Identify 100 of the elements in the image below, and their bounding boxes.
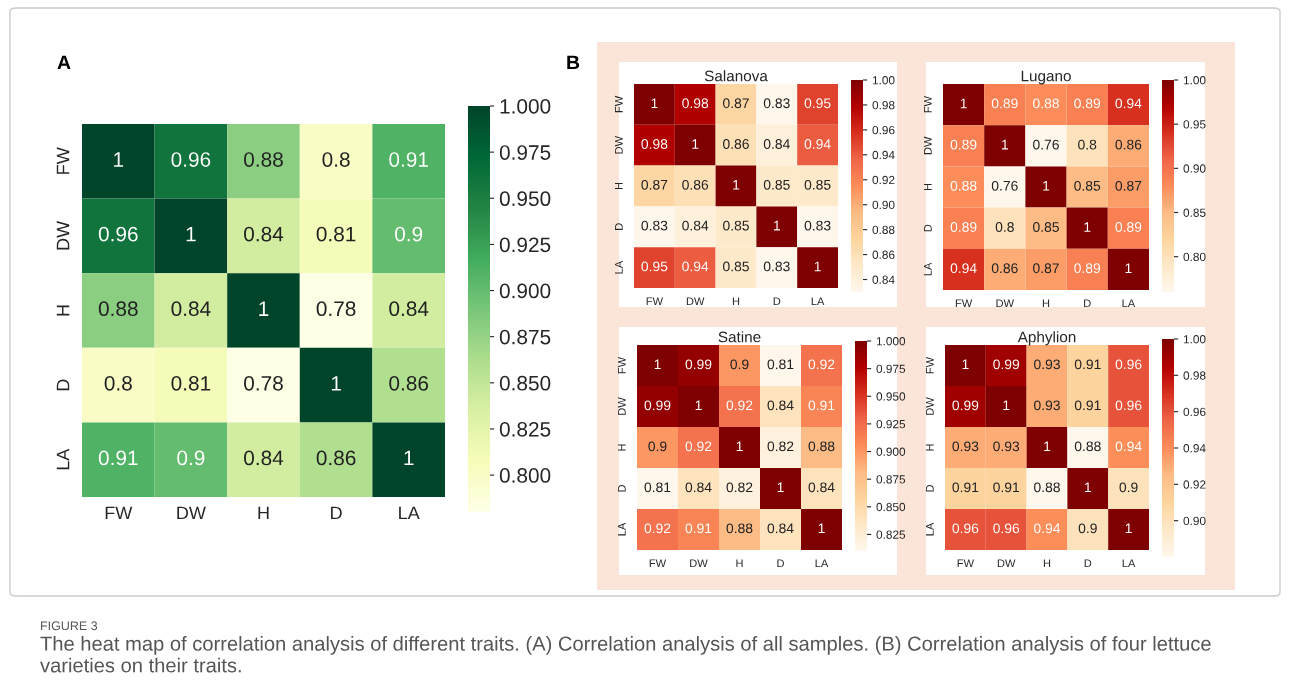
data-label: 1 bbox=[1084, 222, 1091, 232]
color-bar-label: 0.800 bbox=[499, 468, 551, 483]
data-label: 0.81 bbox=[767, 359, 794, 370]
color-bar-label: 0.850 bbox=[876, 502, 906, 512]
data-label: 1 bbox=[736, 441, 743, 452]
data-label: 1 bbox=[1125, 523, 1132, 534]
data-label: 0.86 bbox=[723, 139, 749, 149]
color-bar-label: 0.900 bbox=[499, 283, 551, 299]
x-tick-label: LA bbox=[811, 297, 825, 306]
color-bar-label: 0.850 bbox=[499, 375, 551, 391]
data-label: 0.99 bbox=[644, 400, 671, 411]
data-label: 0.86 bbox=[316, 450, 356, 466]
data-label: 0.92 bbox=[808, 359, 835, 370]
data-label: 0.98 bbox=[682, 98, 709, 109]
data-label: 0.9 bbox=[730, 359, 749, 370]
data-label: 0.82 bbox=[767, 441, 794, 452]
color-bar-label: 1.000 bbox=[500, 99, 551, 114]
x-tick-label: D bbox=[773, 297, 781, 306]
color-bar-label: 0.94 bbox=[1183, 444, 1206, 453]
color-bar-label: 0.98 bbox=[1183, 371, 1206, 380]
data-label: 0.9 bbox=[395, 226, 423, 242]
data-label: 0.96 bbox=[952, 523, 979, 534]
data-label: 0.83 bbox=[804, 220, 831, 231]
color-bar-label: 0.825 bbox=[499, 421, 551, 437]
data-label: 0.81 bbox=[644, 482, 671, 493]
data-label: 0.83 bbox=[641, 220, 668, 231]
data-label: 1 bbox=[404, 450, 414, 466]
data-label: 0.9 bbox=[1119, 482, 1138, 493]
data-label: 0.88 bbox=[950, 180, 977, 191]
data-label: 0.84 bbox=[808, 482, 835, 493]
x-tick-label: H bbox=[732, 297, 740, 306]
y-tick-label: D bbox=[926, 485, 934, 492]
y-tick-label: DW bbox=[924, 136, 932, 155]
data-label: 0.91 bbox=[1074, 359, 1101, 370]
y-tick-label: LA bbox=[618, 522, 626, 536]
data-label: 0.83 bbox=[763, 261, 790, 272]
caption: FIGURE 3 bbox=[41, 621, 98, 631]
data-label: 0.89 bbox=[950, 222, 977, 232]
text: B bbox=[567, 55, 580, 70]
data-label: 0.93 bbox=[1034, 359, 1060, 370]
data-label: 0.89 bbox=[991, 98, 1018, 109]
x-tick-label: D bbox=[331, 506, 342, 520]
data-label: 0.98 bbox=[641, 139, 668, 149]
y-tick-label: FW bbox=[924, 96, 932, 113]
data-label: 0.85 bbox=[1033, 222, 1059, 232]
data-label: 1 bbox=[654, 359, 661, 370]
data-label: 0.84 bbox=[171, 301, 211, 317]
data-label: 1 bbox=[651, 98, 658, 108]
data-label: 0.92 bbox=[726, 400, 753, 411]
data-label: 0.96 bbox=[1115, 400, 1142, 411]
x-tick-label: D bbox=[1084, 559, 1092, 568]
y-tick-label: DW bbox=[615, 135, 623, 154]
color-bar-label: 0.88 bbox=[872, 225, 895, 235]
x-tick-label: H bbox=[736, 559, 743, 568]
x-tick-label: LA bbox=[1122, 299, 1136, 308]
x-tick-label: FW bbox=[646, 297, 663, 306]
data-label: 0.87 bbox=[1033, 263, 1059, 274]
chart-title: Aphylion bbox=[1017, 331, 1076, 346]
color-bar-label: 0.96 bbox=[872, 125, 895, 135]
color-bar-label: 1.00 bbox=[1183, 335, 1206, 344]
x-tick-label: D bbox=[777, 559, 784, 568]
data-label: 0.9 bbox=[648, 441, 667, 452]
color-bar-label: 1.00 bbox=[872, 76, 895, 85]
color-bar-label: 0.94 bbox=[872, 150, 895, 160]
text: A bbox=[57, 55, 71, 70]
data-label: 0.89 bbox=[1115, 222, 1142, 232]
x-tick-label: FW bbox=[957, 559, 974, 568]
data-label: 1 bbox=[331, 376, 341, 391]
data-label: 0.95 bbox=[641, 261, 668, 272]
data-label: 0.88 bbox=[98, 301, 138, 317]
x-tick-label: FW bbox=[105, 506, 133, 520]
data-label: 1 bbox=[960, 98, 967, 109]
y-tick-label: LA bbox=[56, 448, 70, 470]
data-label: 0.76 bbox=[991, 180, 1018, 191]
x-tick-label: FW bbox=[955, 299, 973, 308]
color-bar-label: 0.85 bbox=[1183, 208, 1206, 217]
data-label: 0.89 bbox=[950, 139, 977, 150]
data-label: 0.96 bbox=[1115, 359, 1142, 370]
data-label: 1 bbox=[692, 139, 699, 149]
data-label: 0.85 bbox=[723, 220, 749, 231]
color-bar-label: 0.950 bbox=[876, 392, 906, 401]
data-label: 0.91 bbox=[98, 450, 138, 466]
data-label: 0.94 bbox=[1034, 523, 1061, 534]
color-bar-label: 0.825 bbox=[876, 530, 906, 539]
data-label: 0.9 bbox=[1078, 523, 1097, 534]
data-label: 1 bbox=[259, 301, 269, 316]
data-label: 1 bbox=[114, 152, 124, 167]
data-label: 1 bbox=[962, 359, 969, 370]
data-label: 1 bbox=[186, 226, 196, 242]
y-tick-label: FW bbox=[618, 356, 626, 374]
data-label: 0.88 bbox=[1033, 98, 1059, 109]
y-tick-label: FW bbox=[615, 95, 623, 113]
data-label: 0.88 bbox=[244, 152, 283, 167]
data-label: 0.95 bbox=[804, 98, 831, 109]
data-label: 1 bbox=[1044, 441, 1051, 452]
data-label: 1 bbox=[1043, 181, 1050, 191]
data-label: 0.86 bbox=[1115, 139, 1142, 150]
data-label: 0.99 bbox=[685, 359, 712, 370]
x-tick-label: LA bbox=[1122, 559, 1136, 568]
data-label: 0.85 bbox=[763, 179, 790, 190]
